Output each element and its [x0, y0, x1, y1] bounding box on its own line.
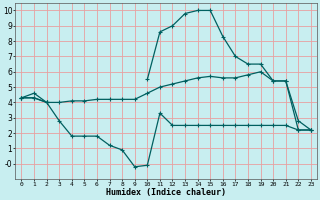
X-axis label: Humidex (Indice chaleur): Humidex (Indice chaleur) — [106, 188, 226, 197]
